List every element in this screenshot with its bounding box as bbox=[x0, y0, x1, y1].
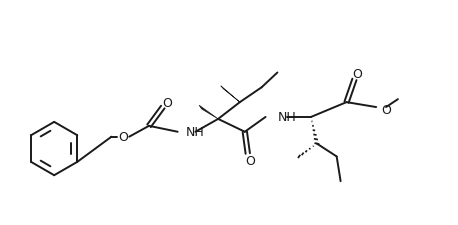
Text: O: O bbox=[118, 130, 128, 144]
Polygon shape bbox=[221, 86, 240, 103]
Text: O: O bbox=[381, 103, 391, 116]
Polygon shape bbox=[199, 106, 218, 119]
Text: NH: NH bbox=[185, 126, 204, 139]
Text: O: O bbox=[162, 96, 172, 109]
Text: O: O bbox=[353, 68, 362, 81]
Text: NH: NH bbox=[278, 111, 296, 124]
Text: O: O bbox=[245, 154, 255, 167]
